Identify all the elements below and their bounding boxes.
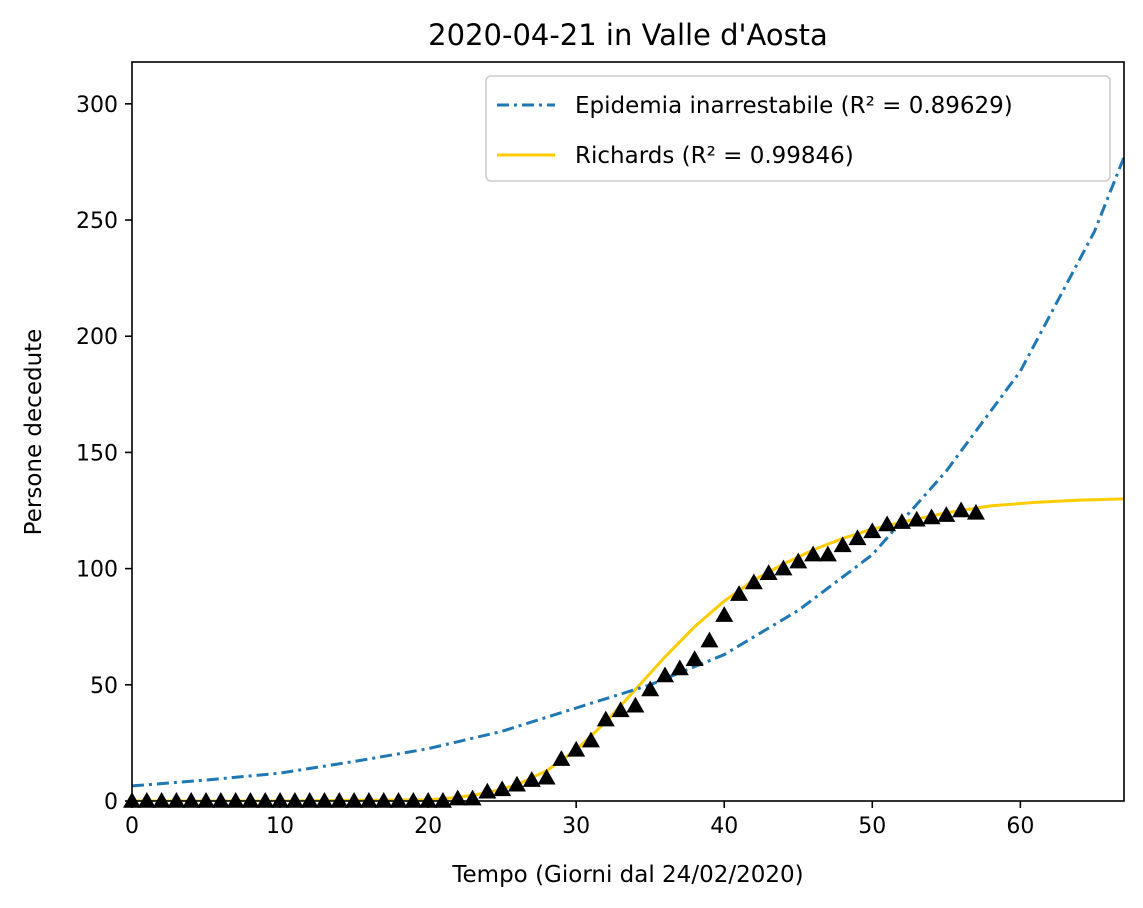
observed-point (478, 782, 497, 799)
y-tick-label: 0 (104, 790, 118, 815)
observed-point (197, 792, 216, 808)
observed-point (137, 792, 156, 808)
observed-point (685, 650, 704, 666)
observed-point (300, 792, 319, 808)
observed-point (744, 573, 763, 590)
observed-point (507, 775, 526, 792)
observed-point (433, 792, 452, 808)
observed-point (907, 510, 926, 527)
observed-point (878, 515, 897, 532)
y-axis-label: Persone decedute (21, 329, 47, 536)
x-tick-label: 0 (125, 814, 139, 839)
observed-point (241, 792, 260, 808)
observed-point (670, 659, 689, 676)
observed-point (611, 701, 630, 718)
x-tick-label: 20 (414, 814, 442, 839)
observed-point (315, 792, 334, 808)
series-line-richards (132, 497, 1124, 801)
observed-point (966, 503, 985, 520)
y-tick-label: 150 (76, 441, 118, 466)
observed-point (833, 536, 852, 553)
observed-point (211, 792, 230, 808)
observed-point (285, 792, 304, 808)
observed-point (626, 696, 645, 713)
observed-point (493, 780, 512, 797)
observed-point (152, 792, 171, 808)
observed-point (404, 792, 423, 808)
series-line-epidemia (132, 156, 1124, 788)
observed-point (345, 792, 364, 808)
x-tick-label: 40 (710, 814, 738, 839)
observed-point (256, 792, 275, 808)
observed-point (937, 506, 956, 522)
legend-label-richards: Richards (R² = 0.99846) (575, 143, 854, 169)
observed-point (271, 792, 290, 808)
chart-title: 2020-04-21 in Valle d'Aosta (428, 18, 828, 52)
observed-point (730, 585, 749, 601)
observed-point (892, 513, 911, 529)
observed-point (330, 792, 349, 808)
observed-point (789, 552, 808, 569)
plot-frame (131, 61, 1125, 802)
observed-point (952, 501, 971, 518)
observed-point (922, 508, 941, 525)
observed-point (818, 545, 837, 562)
observed-point (374, 792, 393, 808)
y-tick-label: 50 (90, 674, 118, 699)
observed-point (804, 545, 823, 562)
observed-point (641, 680, 660, 697)
x-tick-label: 30 (562, 814, 590, 839)
observed-point (581, 731, 600, 748)
x-tick-label: 60 (1006, 814, 1034, 839)
legend: Epidemia inarrestabile (R² = 0.89629) Ri… (485, 75, 1111, 182)
y-tick-label: 200 (76, 325, 118, 350)
legend-box (485, 75, 1111, 182)
y-tick-label: 250 (76, 209, 118, 234)
legend-label-epidemia: Epidemia inarrestabile (R² = 0.89629) (575, 93, 1013, 119)
observed-point (389, 792, 408, 808)
observed-point (774, 559, 793, 576)
observed-point (656, 666, 675, 683)
observed-point (863, 522, 882, 539)
observed-point (419, 792, 438, 808)
y-tick-label: 300 (76, 93, 118, 118)
observed-point (182, 792, 201, 808)
observed-point (848, 529, 867, 546)
x-tick-label: 50 (858, 814, 886, 839)
observed-point (596, 710, 615, 727)
observed-point (167, 792, 186, 808)
observed-point (759, 564, 778, 581)
observed-point (226, 792, 245, 808)
observed-point (567, 740, 586, 757)
observed-point (359, 792, 378, 808)
observed-point (700, 631, 719, 648)
observed-point (715, 606, 734, 622)
x-tick-label: 10 (266, 814, 294, 839)
observed-point (537, 768, 556, 785)
observed-point (522, 771, 541, 787)
x-axis-label: Tempo (Giorni dal 24/02/2020) (451, 862, 803, 888)
observed-point (552, 750, 571, 766)
y-tick-label: 100 (76, 558, 118, 583)
